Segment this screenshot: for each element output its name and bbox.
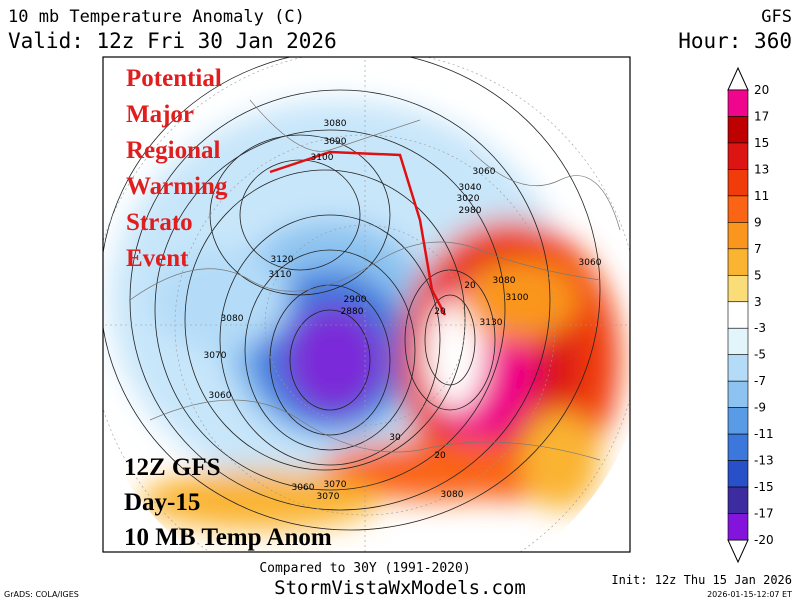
colorbar-label: 3	[754, 295, 762, 309]
init-time: Init: 12z Thu 15 Jan 2026	[611, 573, 792, 587]
colorbar-label: 7	[754, 242, 762, 256]
contour-label: 20	[434, 307, 446, 317]
colorbar-label: -3	[754, 321, 766, 335]
grads-credit: GrADS: COLA/IGES	[4, 590, 79, 599]
contour-label: 3080	[221, 314, 244, 324]
colorbar-segment	[727, 354, 749, 382]
contour-label: 3060	[209, 391, 232, 401]
colorbar-segment	[727, 486, 749, 514]
colorbar-segment	[727, 407, 749, 435]
contour-label: 3090	[324, 137, 347, 147]
contour-label: 3060	[292, 483, 315, 493]
colorbar-label: 9	[754, 215, 762, 229]
colorbar-segment	[727, 433, 749, 461]
title: 10 mb Temperature Anomaly (C)	[8, 7, 305, 27]
colorbar-label: -15	[754, 480, 774, 494]
contour-label: 3080	[324, 119, 347, 129]
black-line: Day-15	[124, 489, 200, 516]
colorbar-label: 17	[754, 109, 769, 123]
map: 3080309031003070306031203110308030703060…	[103, 57, 630, 552]
red-line: Regional	[126, 137, 221, 164]
contour-label: 3080	[441, 490, 464, 500]
colorbar-label: 11	[754, 189, 769, 203]
colorbar-end	[727, 539, 749, 564]
colorbar-label: 5	[754, 268, 762, 282]
colorbar-segment	[727, 513, 749, 541]
colorbar-segment	[727, 195, 749, 223]
site: StormVistaWxModels.com	[274, 577, 526, 599]
valid-time: Valid: 12z Fri 30 Jan 2026	[8, 29, 337, 53]
red-annotation: Potential Major Regional Warming Strato Event	[126, 65, 228, 272]
red-line: Event	[126, 245, 189, 272]
colorbar-label: -20	[754, 533, 774, 547]
black-annotation: 12Z GFS Day-15 10 MB Temp Anom	[124, 454, 332, 551]
contour-label: 3070	[317, 492, 340, 502]
contour-label: 2880	[341, 307, 364, 317]
colorbar-segment	[727, 222, 749, 250]
contour-label: 20	[434, 451, 446, 461]
forecast-hour: Hour: 360	[678, 29, 792, 53]
red-line: Potential	[126, 65, 222, 92]
contour-label: 3100	[311, 153, 334, 163]
colorbar-segment	[727, 380, 749, 408]
colorbar-segment	[727, 301, 749, 329]
contour-label: 3120	[271, 255, 294, 265]
colorbar-label: 20	[754, 83, 769, 97]
red-line: Major	[126, 101, 194, 128]
colorbar-label: -7	[754, 374, 766, 388]
black-line: 12Z GFS	[124, 454, 221, 481]
contour-label: 3040	[459, 183, 482, 193]
timestamp: 2026-01-15-12:07 ET	[707, 590, 792, 599]
colorbar-label: -13	[754, 454, 774, 468]
contour-label: 3100	[506, 293, 529, 303]
colorbar-label: 15	[754, 136, 769, 150]
comparison-note: Compared to 30Y (1991-2020)	[259, 561, 470, 576]
contour-label: 3130	[480, 318, 503, 328]
colorbar-segment	[727, 169, 749, 197]
colorbar-label: -11	[754, 427, 774, 441]
contour-label: 2900	[344, 295, 367, 305]
contour-label: 3060	[473, 167, 496, 177]
colorbar-label: 13	[754, 162, 769, 176]
contour-label: 3110	[269, 270, 292, 280]
contour-label: 20	[464, 281, 476, 291]
contour-label: 3080	[493, 276, 516, 286]
colorbar: 20 17 15 13 11 9 7 5 3 -3 -5 -7 -9 -11 -13 -15 -17 -20	[727, 66, 774, 564]
contour-label: 30	[389, 433, 401, 443]
colorbar-segment	[727, 89, 749, 117]
colorbar-segment	[727, 274, 749, 303]
colorbar-segment	[727, 142, 749, 170]
colorbar-segment	[727, 248, 749, 276]
contour-label: 3070	[204, 351, 227, 361]
colorbar-segment	[727, 116, 749, 144]
colorbar-label: -5	[754, 348, 766, 362]
colorbar-label: -9	[754, 401, 766, 415]
colorbar-label: -17	[754, 507, 774, 521]
colorbar-segment	[727, 327, 749, 356]
red-line: Strato	[126, 209, 193, 236]
black-line: 10 MB Temp Anom	[124, 524, 332, 551]
model: GFS	[761, 7, 792, 27]
contour-label: 3060	[579, 258, 602, 268]
colorbar-segment	[727, 460, 749, 488]
contour-label: 2980	[459, 206, 482, 216]
contour-label: 3070	[324, 480, 347, 490]
contour-label: 3020	[457, 194, 480, 204]
red-line: Warming	[126, 173, 228, 200]
colorbar-end	[727, 66, 749, 91]
